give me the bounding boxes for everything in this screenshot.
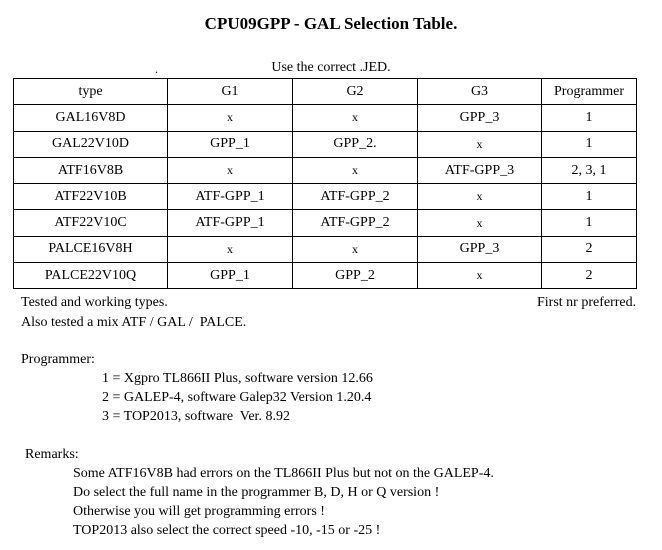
header-g3: G3 <box>417 77 542 106</box>
cell-g2: GPP_2. <box>292 130 418 158</box>
table-row: ATF22V10C ATF-GPP_1 ATF-GPP_2 x 1 <box>13 209 637 237</box>
cell-g1: x <box>167 104 293 132</box>
remark-item: TOP2013 also select the correct speed -1… <box>73 523 381 538</box>
cell-g2: ATF-GPP_2 <box>292 209 418 237</box>
remark-item: Do select the full name in the programme… <box>73 485 440 500</box>
cell-g1: ATF-GPP_1 <box>167 183 293 211</box>
cell-programmer: 1 <box>541 209 637 237</box>
cell-g2: x <box>292 104 418 132</box>
page-title: CPU09GPP - GAL Selection Table. <box>204 14 458 33</box>
header-g1: G1 <box>167 77 293 106</box>
cell-type: GAL16V8D <box>13 104 168 132</box>
cell-type: ATF22V10C <box>13 209 168 237</box>
cell-type: PALCE16V8H <box>13 235 168 264</box>
cell-g1: x <box>167 156 293 185</box>
table-row: ATF16V8B x x ATF-GPP_3 2, 3, 1 <box>13 156 637 185</box>
stray-mark: . <box>155 62 158 76</box>
cell-g1: ATF-GPP_1 <box>167 209 293 237</box>
cell-g2: GPP_2 <box>292 262 418 290</box>
remark-item: Otherwise you will get programming error… <box>73 504 325 519</box>
cell-g3: x <box>417 209 542 237</box>
cell-g3: GPP_3 <box>417 104 542 132</box>
cell-g2: ATF-GPP_2 <box>292 183 418 211</box>
cell-g1: x <box>167 235 293 264</box>
cell-g3: x <box>417 262 542 290</box>
cell-type: GAL22V10D <box>13 130 168 158</box>
cell-g3: ATF-GPP_3 <box>417 156 542 185</box>
note-mix: Also tested a mix ATF / GAL / PALCE. <box>21 315 247 330</box>
cell-g1: GPP_1 <box>167 130 293 158</box>
page-subtitle: Use the correct .JED. <box>271 60 391 75</box>
remark-item: Some ATF16V8B had errors on the TL866II … <box>73 466 494 481</box>
cell-g1: GPP_1 <box>167 262 293 290</box>
header-type: type <box>13 77 168 106</box>
table-header-row: type G1 G2 G3 Programmer <box>13 77 637 106</box>
cell-programmer: 2 <box>541 235 637 264</box>
cell-type: ATF16V8B <box>13 156 168 185</box>
cell-programmer: 1 <box>541 130 637 158</box>
header-g2: G2 <box>292 77 418 106</box>
note-tested: Tested and working types. <box>21 295 168 310</box>
note-first-preferred: First nr preferred. <box>537 295 637 310</box>
table-row: ATF22V10B ATF-GPP_1 ATF-GPP_2 x 1 <box>13 183 637 211</box>
cell-programmer: 2 <box>541 262 637 290</box>
table-row: PALCE22V10Q GPP_1 GPP_2 x 2 <box>13 262 637 290</box>
cell-type: PALCE22V10Q <box>13 262 168 290</box>
cell-g2: x <box>292 156 418 185</box>
programmer-item: 3 = TOP2013, software Ver. 8.92 <box>102 409 290 424</box>
cell-type: ATF22V10B <box>13 183 168 211</box>
programmer-item: 2 = GALEP-4, software Galep32 Version 1.… <box>102 390 372 405</box>
cell-programmer: 2, 3, 1 <box>541 156 637 185</box>
remarks-heading: Remarks: <box>25 447 79 462</box>
programmer-heading: Programmer: <box>21 352 95 367</box>
table-row: GAL16V8D x x GPP_3 1 <box>13 104 637 132</box>
cell-g3: x <box>417 183 542 211</box>
table-row: GAL22V10D GPP_1 GPP_2. x 1 <box>13 130 637 158</box>
cell-programmer: 1 <box>541 183 637 211</box>
gal-selection-table: type G1 G2 G3 Programmer GAL16V8D x x GP… <box>13 77 637 290</box>
header-programmer: Programmer <box>541 77 637 106</box>
cell-g3: x <box>417 130 542 158</box>
table-row: PALCE16V8H x x GPP_3 2 <box>13 235 637 264</box>
cell-g3: GPP_3 <box>417 235 542 264</box>
cell-programmer: 1 <box>541 104 637 132</box>
cell-g2: x <box>292 235 418 264</box>
programmer-item: 1 = Xgpro TL866II Plus, software version… <box>102 371 373 386</box>
